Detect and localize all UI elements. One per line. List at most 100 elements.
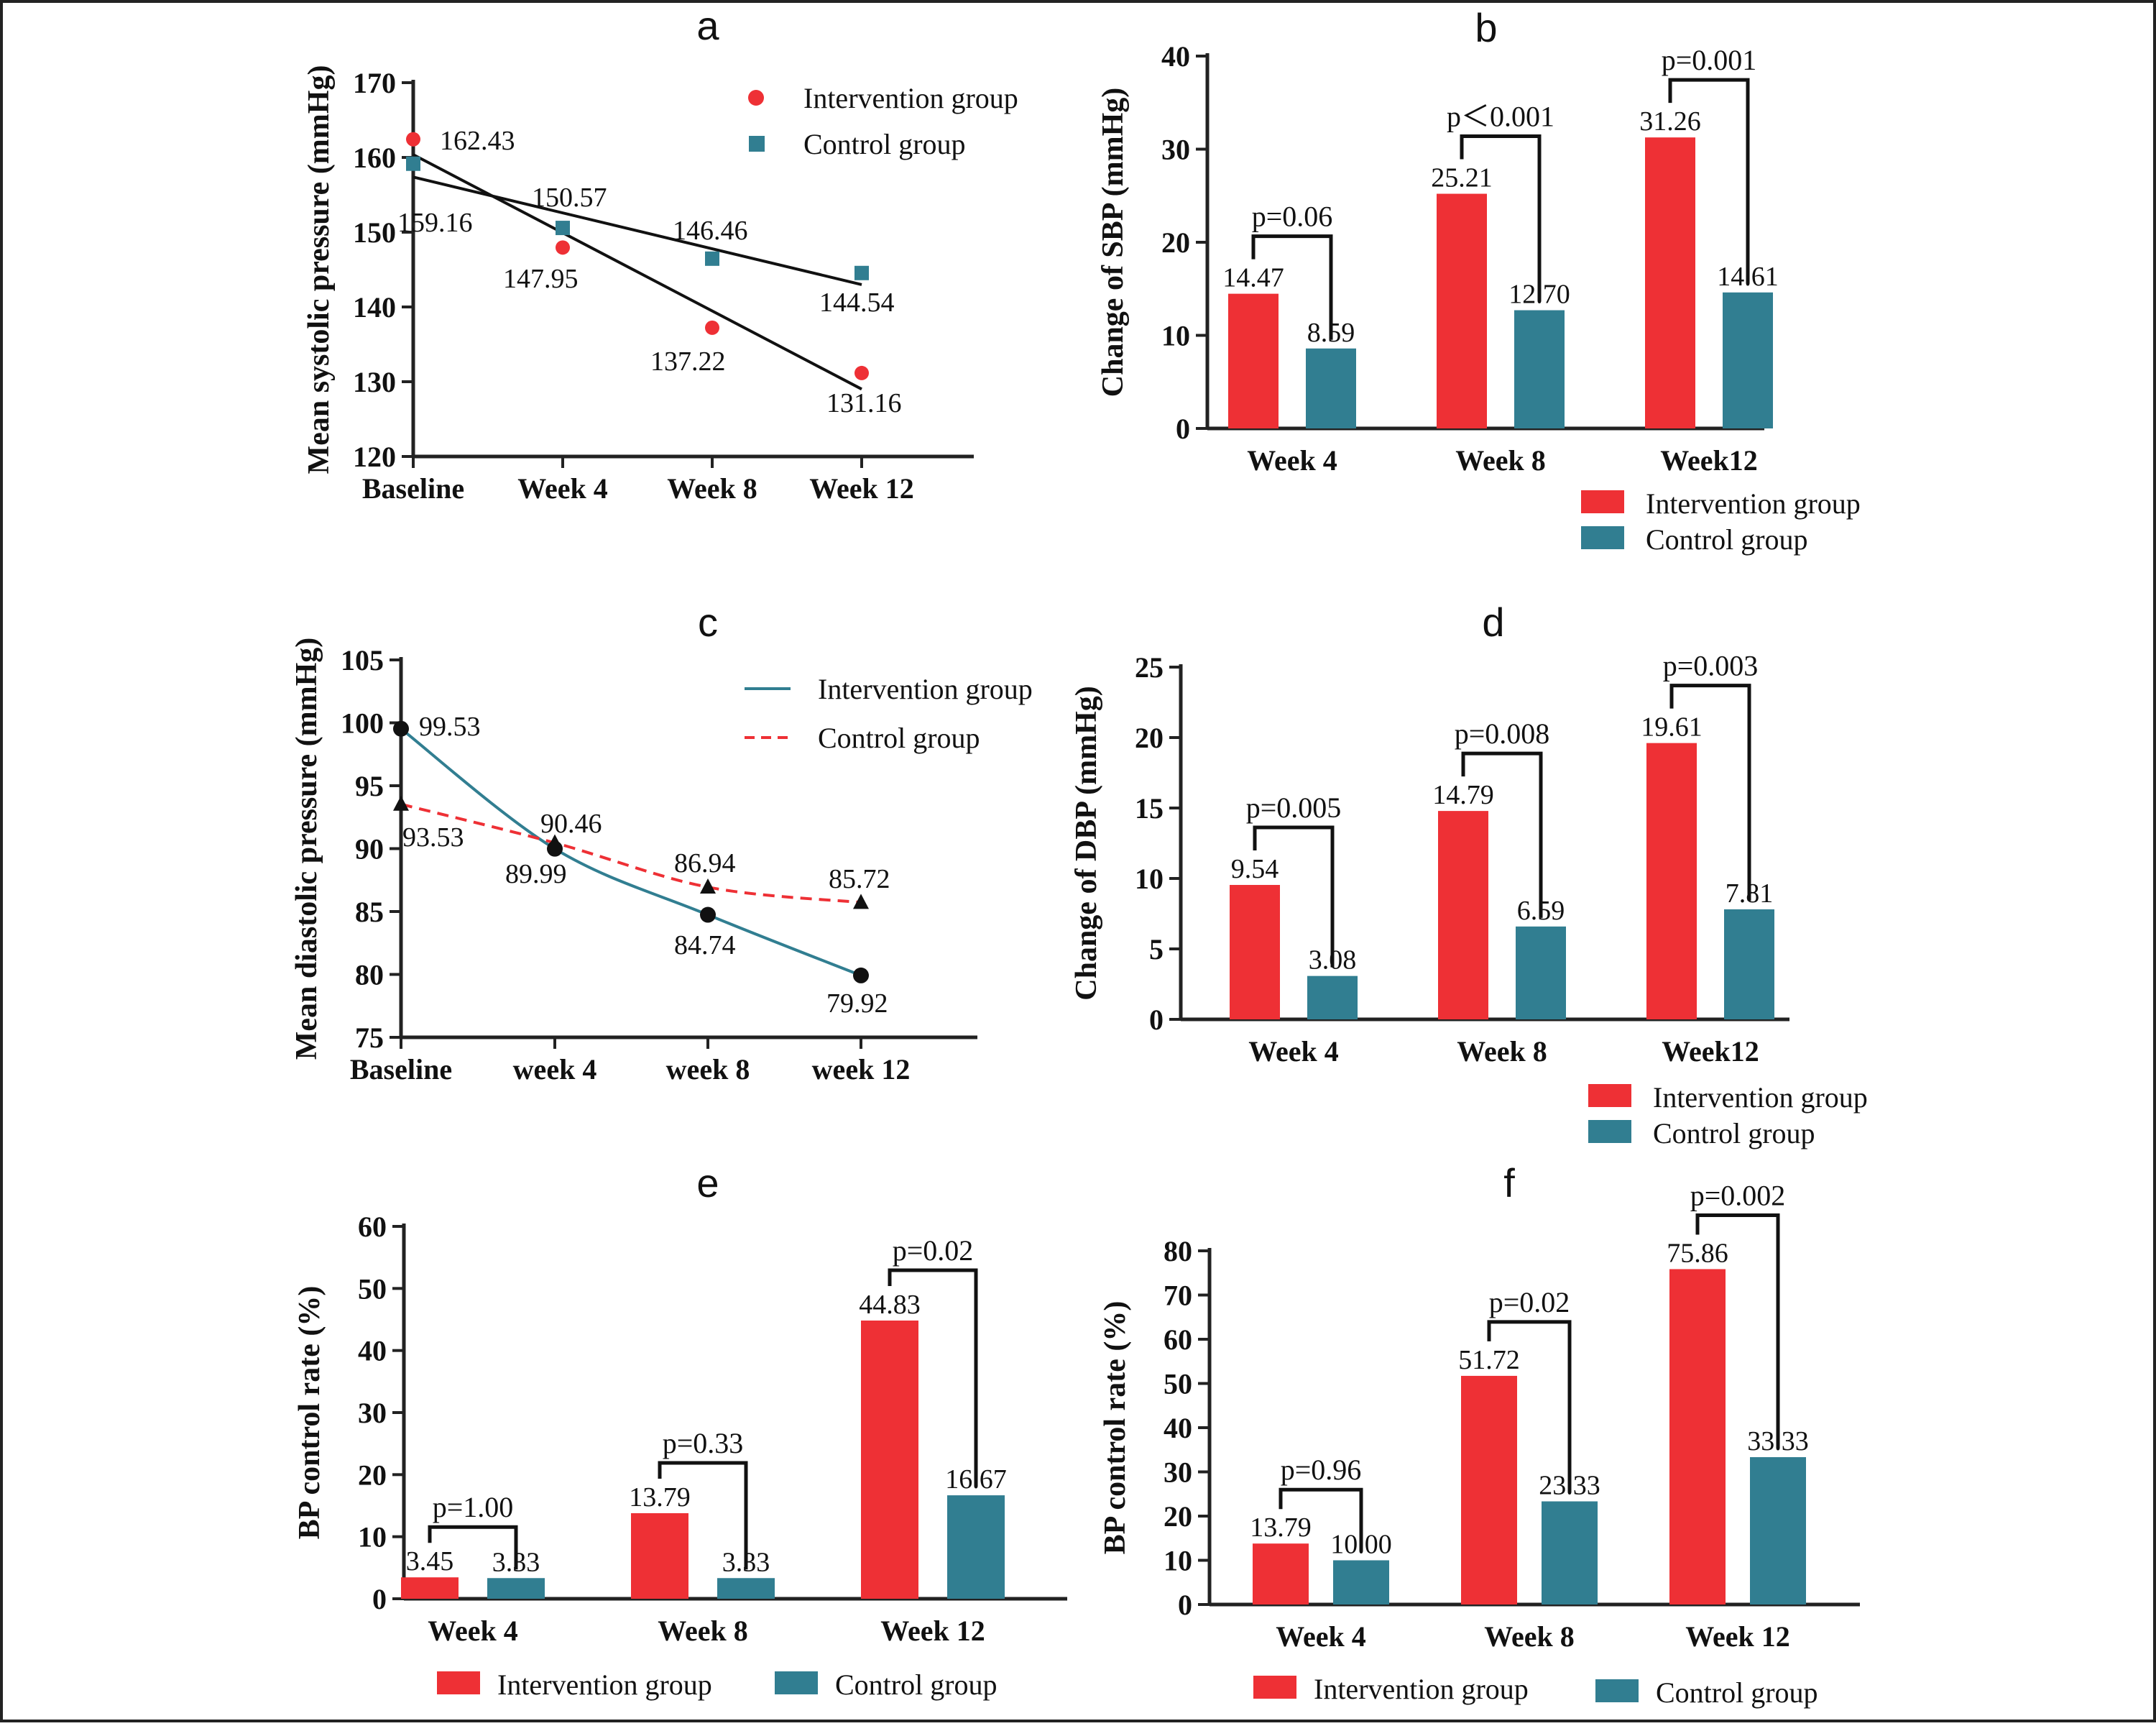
- x-tick-label: week 8: [666, 1053, 750, 1085]
- y-tick-label: 160: [353, 142, 396, 174]
- y-axis-title: Change of SBP (mmHg): [1097, 88, 1130, 398]
- y-tick-label: 80: [1164, 1235, 1192, 1267]
- y-tick-label: 0: [1149, 1004, 1164, 1036]
- p-value-label: p=1.00: [433, 1491, 514, 1523]
- y-tick-label: 40: [1164, 1412, 1192, 1444]
- data-point: [547, 834, 563, 850]
- chart-panel-d: 0 5 10 15 20 25 Week 4 Week 8 Week12 Change of DB…: [1070, 600, 1868, 1149]
- x-tick-label: Week 4: [517, 472, 608, 505]
- bar: [947, 1495, 1005, 1599]
- y-tick-label: 90: [355, 833, 384, 866]
- data-point: [393, 795, 409, 811]
- chart-panel-b: 0 10 20 30 40 Week 4 Week 8 Week12 Change of SBP…: [1097, 5, 1861, 556]
- data-label: 75.86: [1667, 1238, 1728, 1268]
- data-label: 44.83: [859, 1290, 921, 1320]
- bar: [1228, 293, 1279, 428]
- data-point: [556, 221, 570, 236]
- data-point: [705, 251, 719, 266]
- bar: [631, 1512, 688, 1599]
- data-label: 3.45: [406, 1546, 454, 1576]
- legend-swatch: [1588, 1120, 1631, 1143]
- legend: Intervention group Control group: [745, 673, 1033, 754]
- legend-marker-circle: [748, 90, 764, 106]
- y-tick-label: 20: [358, 1459, 387, 1491]
- data-label: 89.99: [505, 859, 567, 889]
- y-tick-label: 70: [1164, 1280, 1192, 1312]
- significance-bracket: [428, 1525, 518, 1570]
- data-label: 31.26: [1639, 106, 1701, 137]
- bar: [1230, 885, 1280, 1019]
- y-tick-label: 100: [341, 707, 384, 740]
- significance-bracket: [1695, 1213, 1780, 1449]
- bar: [1514, 310, 1565, 428]
- y-tick-label: 10: [358, 1521, 387, 1553]
- data-point: [556, 240, 570, 255]
- x-tick-label: week 12: [812, 1053, 911, 1085]
- series-line: [400, 727, 862, 977]
- x-tick-label: Baseline: [362, 472, 464, 505]
- y-tick-label: 40: [358, 1335, 387, 1367]
- legend-label: Control group: [818, 722, 980, 754]
- x-tick-label: Week 4: [1276, 1620, 1366, 1653]
- data-label: 150.57: [532, 183, 607, 213]
- x-tick-label: Week 4: [428, 1615, 518, 1647]
- panel-letter: e: [696, 1160, 719, 1206]
- y-tick-label: 40: [1161, 40, 1190, 73]
- panel-letter: c: [698, 600, 718, 645]
- y-tick-label: 10: [1135, 863, 1164, 895]
- legend-label: Control group: [1646, 523, 1808, 556]
- data-label: 162.43: [440, 126, 515, 156]
- data-label: 79.92: [826, 988, 888, 1019]
- data-label: 159.16: [397, 208, 473, 238]
- data-label: 99.53: [419, 712, 481, 742]
- p-value-label: p=0.002: [1690, 1179, 1786, 1211]
- data-label: 144.54: [819, 288, 895, 318]
- panel-letter: f: [1503, 1160, 1515, 1206]
- y-tick-label: 25: [1135, 651, 1164, 684]
- bar: [1333, 1560, 1389, 1605]
- legend-swatch: [437, 1671, 480, 1694]
- data-label: 14.47: [1222, 263, 1284, 293]
- y-axis-title: Mean systolic pressure (mmHg): [303, 65, 336, 474]
- x-tick-label: Week 8: [1455, 444, 1546, 477]
- y-tick-label: 0: [1176, 413, 1190, 445]
- bar: [717, 1578, 775, 1599]
- p-value-label: p=0.96: [1281, 1454, 1362, 1486]
- bar: [1516, 926, 1566, 1019]
- bar: [487, 1578, 545, 1599]
- significance-bracket: [658, 1461, 748, 1570]
- x-tick-label: Week 4: [1248, 1035, 1339, 1068]
- significance-bracket: [888, 1268, 978, 1487]
- y-tick-label: 10: [1164, 1545, 1192, 1577]
- data-point: [700, 906, 716, 923]
- p-value-label: p=0.008: [1455, 717, 1550, 750]
- chart-panel-c: 75 80 85 90 95 100 105 Baseline week 4 week 8 week…: [290, 600, 1033, 1085]
- y-tick-label: 50: [1164, 1368, 1192, 1400]
- y-tick-label: 60: [358, 1211, 387, 1243]
- data-label: 13.79: [1250, 1512, 1312, 1543]
- y-tick-label: 20: [1164, 1500, 1192, 1533]
- y-tick-label: 150: [353, 216, 396, 249]
- p-value-label: p=0.02: [1489, 1286, 1570, 1318]
- x-tick-label: Week 8: [658, 1615, 748, 1647]
- legend-swatch: [1595, 1679, 1639, 1702]
- bar: [1646, 743, 1697, 1019]
- x-tick-label: Week 8: [1457, 1035, 1547, 1068]
- y-tick-label: 120: [353, 441, 396, 473]
- y-tick-label: 130: [353, 366, 396, 398]
- data-point: [700, 878, 716, 894]
- y-tick-label: 75: [355, 1022, 384, 1054]
- y-axis-title: BP control rate (%): [293, 1286, 326, 1540]
- y-axis-title: Change of DBP (mmHg): [1070, 686, 1103, 1000]
- data-point: [705, 320, 719, 335]
- bar: [1461, 1375, 1517, 1605]
- data-label: 25.21: [1431, 163, 1493, 193]
- data-label: 93.53: [402, 822, 464, 853]
- data-label: 90.46: [540, 809, 602, 839]
- legend-label: Control group: [835, 1668, 998, 1701]
- chart-panel-a: 120 130 140 150 160 170 Baseline Week 4 Week 8 We…: [303, 3, 1018, 505]
- bar: [1750, 1457, 1806, 1605]
- data-point: [406, 156, 420, 171]
- legend-label: Intervention group: [497, 1668, 712, 1701]
